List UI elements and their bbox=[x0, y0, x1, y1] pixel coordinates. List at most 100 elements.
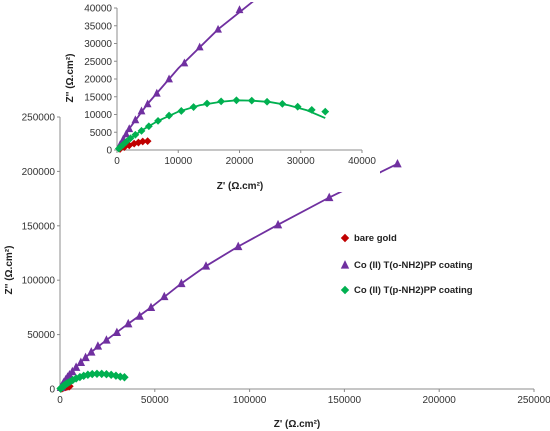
inset-y-tick-label: 10000 bbox=[84, 110, 112, 121]
inset-o-nh2pp-point bbox=[165, 74, 173, 83]
inset-p-nh2pp-point bbox=[137, 126, 146, 135]
inset-p-nh2pp-point bbox=[307, 105, 316, 114]
main-plot-area: 0 50000 100000 150000 200000 2500000500001000… bbox=[22, 113, 550, 407]
inset-p-nh2pp-point bbox=[321, 107, 330, 116]
inset-y-tick-label: 30000 bbox=[84, 39, 112, 50]
main-y-tick-label: 200000 bbox=[22, 167, 56, 178]
main-p-nh2pp-point bbox=[92, 369, 102, 378]
main-o-nh2pp-point bbox=[124, 318, 133, 328]
main-o-nh2pp-point bbox=[68, 366, 77, 376]
main-data-group bbox=[56, 158, 402, 393]
inset-p-nh2pp-point bbox=[203, 99, 211, 108]
main-y-axis-title: Z'' (Ω.cm²) bbox=[4, 246, 15, 295]
legend-bare-gold-marker bbox=[340, 233, 350, 243]
inset-p-nh2pp-point bbox=[247, 96, 256, 105]
inset-p-nh2pp-point bbox=[165, 111, 173, 120]
inset-y-tick-label: 20000 bbox=[84, 75, 112, 86]
main-x-tick-label: 100000 bbox=[233, 395, 267, 406]
inset-x-tick-label: 40000 bbox=[348, 156, 376, 167]
main-y-tick-label: 250000 bbox=[22, 113, 56, 124]
main-o-nh2pp-point bbox=[112, 327, 122, 337]
main-x-tick-label: 250000 bbox=[517, 395, 550, 406]
main-y-tick-label: 150000 bbox=[22, 221, 56, 232]
main-p-nh2pp-point bbox=[71, 374, 81, 383]
inset-o-nh2pp-point bbox=[143, 99, 152, 108]
inset-p-nh2pp-point bbox=[177, 107, 186, 115]
main-o-nh2pp-point bbox=[93, 341, 103, 350]
main-p-nh2pp-point bbox=[75, 372, 85, 382]
main-y-tick-label: 50000 bbox=[27, 330, 55, 341]
legend: bare gold Co (II) T(o-NH2)PP coating Co (I… bbox=[340, 233, 473, 296]
legend-o-nh2pp-marker bbox=[340, 260, 350, 269]
main-o-nh2pp-point bbox=[146, 302, 156, 312]
inset-data-group bbox=[114, 2, 330, 153]
main-p-nh2pp-point bbox=[88, 369, 97, 379]
inset-p-nh2pp-point bbox=[144, 122, 153, 131]
main-o-nh2pp-fit-line bbox=[59, 162, 398, 390]
inset-p-nh2pp-point bbox=[217, 97, 226, 106]
main-o-nh2pp-point bbox=[102, 335, 111, 344]
inset-plot-area: 0 10000 20000 30000 40000 0 5000 10000 15000 2000… bbox=[70, 2, 380, 192]
legend-p-nh2pp-marker bbox=[340, 285, 350, 295]
inset-y-tick-label: 35000 bbox=[84, 21, 112, 32]
main-o-nh2pp-point bbox=[71, 362, 81, 371]
main-p-nh2pp-point bbox=[120, 373, 129, 382]
main-y-tick-label: 100000 bbox=[22, 276, 56, 287]
inset-bare-gold-point bbox=[130, 139, 139, 148]
inset-p-nh2pp-point bbox=[154, 116, 162, 125]
inset-background bbox=[70, 2, 380, 192]
main-o-nh2pp-point bbox=[201, 261, 211, 270]
main-x-tick-label: 0 bbox=[57, 395, 63, 406]
inset-o-nh2pp-point bbox=[235, 5, 244, 14]
main-p-nh2pp-point bbox=[97, 369, 106, 379]
inset-y-tick-label: 40000 bbox=[84, 4, 112, 15]
inset-bare-gold-point bbox=[143, 137, 152, 146]
inset-p-nh2pp-point bbox=[278, 99, 287, 108]
inset-x-tick-label: 10000 bbox=[164, 156, 192, 167]
inset-x-tick-label: 30000 bbox=[287, 156, 315, 167]
main-o-nh2pp-point bbox=[325, 192, 334, 202]
inset-o-nh2pp-point bbox=[125, 124, 134, 133]
inset-p-nh2pp-point bbox=[119, 140, 128, 149]
main-p-nh2pp-point bbox=[79, 371, 88, 381]
inset-p-nh2pp-point bbox=[189, 103, 198, 111]
legend-bare-gold-label: bare gold bbox=[354, 233, 397, 244]
inset-o-nh2pp-point bbox=[122, 129, 131, 138]
legend-p-nh2pp-label: Co (II) T(p-NH2)PP coating bbox=[354, 285, 473, 296]
inset-p-nh2pp-point bbox=[263, 97, 271, 106]
inset-y-tick-label: 15000 bbox=[84, 92, 112, 103]
inset-x-axis-title: Z' (Ω.cm²) bbox=[217, 181, 264, 192]
inset-o-nh2pp-point bbox=[131, 115, 140, 124]
main-o-nh2pp-point bbox=[87, 347, 96, 356]
inset-p-nh2pp-point bbox=[131, 130, 140, 139]
main-y-tick-label: 0 bbox=[49, 385, 55, 396]
inset-o-nh2pp-point bbox=[137, 106, 146, 115]
main-o-nh2pp-point bbox=[135, 311, 144, 320]
main-o-nh2pp-point bbox=[160, 291, 169, 301]
legend-o-nh2pp-label: Co (II) T(o-NH2)PP coating bbox=[354, 260, 473, 271]
main-o-nh2pp-point bbox=[177, 278, 186, 288]
inset-p-nh2pp-point bbox=[232, 96, 241, 105]
inset-x-tick-label: 0 bbox=[114, 156, 120, 167]
main-x-tick-label: 50000 bbox=[141, 395, 169, 406]
inset-p-nh2pp-point bbox=[293, 102, 302, 111]
inset-o-nh2pp-point bbox=[180, 58, 189, 67]
main-x-tick-label: 200000 bbox=[423, 395, 457, 406]
main-o-nh2pp-point bbox=[393, 158, 402, 168]
inset-o-nh2pp-fit-line bbox=[116, 2, 254, 151]
inset-y-tick-label: 25000 bbox=[84, 57, 112, 68]
main-x-tick-label: 150000 bbox=[328, 395, 362, 406]
inset-y-axis-title: Z'' (Ω.cm²) bbox=[65, 54, 76, 103]
main-x-axis-title: Z' (Ω.cm²) bbox=[274, 419, 321, 430]
inset-y-tick-label: 5000 bbox=[90, 128, 113, 139]
inset-o-nh2pp-point bbox=[195, 42, 204, 51]
inset-y-tick-label: 0 bbox=[106, 146, 112, 157]
inset-x-tick-label: 20000 bbox=[226, 156, 254, 167]
main-o-nh2pp-point bbox=[81, 352, 90, 362]
inset-bare-gold-point bbox=[138, 137, 147, 146]
inset-p-nh2pp-point bbox=[122, 137, 131, 146]
main-o-nh2pp-point bbox=[76, 357, 86, 366]
inset-p-nh2pp-point bbox=[126, 134, 135, 143]
inset-o-nh2pp-point bbox=[152, 88, 161, 97]
